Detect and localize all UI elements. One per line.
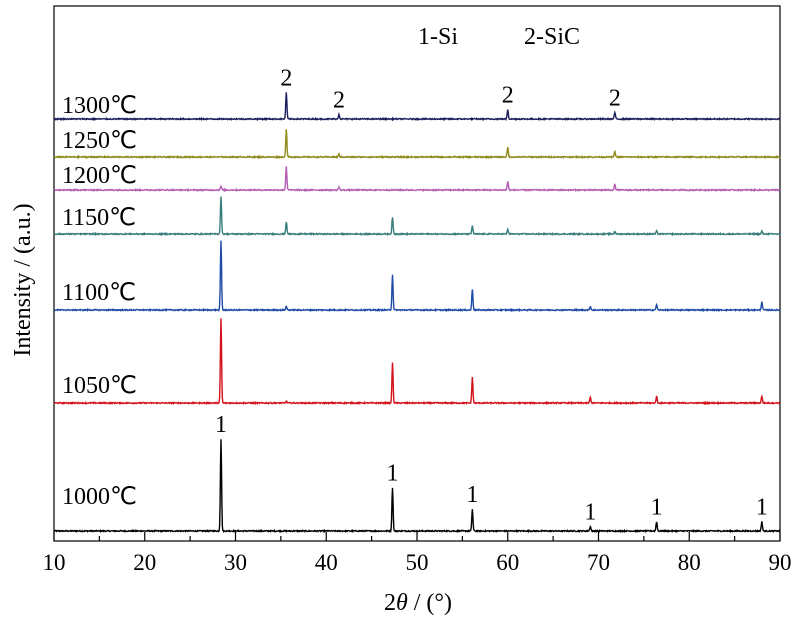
peak-label: 1	[584, 499, 596, 525]
y-axis-title: Intensity / (a.u.)	[10, 203, 36, 356]
series-layer: 1000℃ 1050℃ 1100℃ 1150℃ 1200℃ 1250℃ 1300℃	[53, 92, 781, 534]
x-tick-label: 10	[43, 550, 66, 575]
series-line-1050℃	[53, 318, 781, 406]
x-tick-label: 90	[769, 550, 792, 575]
x-axis-title-suffix: / (°)	[408, 590, 452, 616]
peak-label: 2	[280, 65, 292, 91]
x-tick-label: 30	[224, 550, 247, 575]
x-axis-title-theta: θ	[396, 590, 408, 616]
plot-area	[53, 5, 781, 542]
x-tick-label: 60	[496, 550, 519, 575]
peak-label: 1	[466, 482, 478, 508]
x-axis-title-prefix: 2	[384, 590, 396, 616]
peak-label: 2	[609, 85, 621, 111]
x-axis-title: 2θ / (°)	[384, 590, 452, 616]
series-label-1300℃: 1300℃	[62, 93, 137, 119]
x-tick-label: 50	[406, 550, 429, 575]
peak-label: 2	[502, 83, 514, 109]
series-line-1200℃	[53, 166, 781, 193]
series-label-1150℃: 1150℃	[62, 205, 136, 231]
axis-layer: 10 20 30 40 50 60 70 80 90	[43, 532, 792, 575]
peak-label: 1	[756, 495, 768, 521]
annotation-layer: 1 1 1 1 1 1 2 2 2 2	[215, 65, 768, 525]
legend-si: 1-Si	[418, 24, 458, 50]
series-label-1000℃: 1000℃	[62, 484, 137, 510]
series-line-1100℃	[53, 240, 781, 313]
series-line-1000℃	[53, 439, 781, 534]
x-tick-label: 70	[587, 550, 610, 575]
peak-label: 1	[651, 495, 663, 521]
series-line-1250℃	[53, 129, 781, 160]
x-tick-label: 80	[678, 550, 701, 575]
series-line-1150℃	[53, 196, 781, 237]
legend-sic: 2-SiC	[524, 24, 580, 50]
plot-frame	[53, 5, 781, 542]
series-label-1200℃: 1200℃	[62, 163, 137, 189]
x-tick-label: 20	[133, 550, 156, 575]
x-tick-label: 40	[315, 550, 338, 575]
series-line-1300℃	[53, 92, 781, 122]
peak-label: 2	[333, 87, 345, 113]
series-label-1250℃: 1250℃	[62, 128, 137, 154]
series-label-1100℃: 1100℃	[62, 280, 136, 306]
series-label-1050℃: 1050℃	[62, 373, 137, 399]
peak-label: 1	[215, 412, 227, 438]
peak-label: 1	[386, 460, 398, 486]
